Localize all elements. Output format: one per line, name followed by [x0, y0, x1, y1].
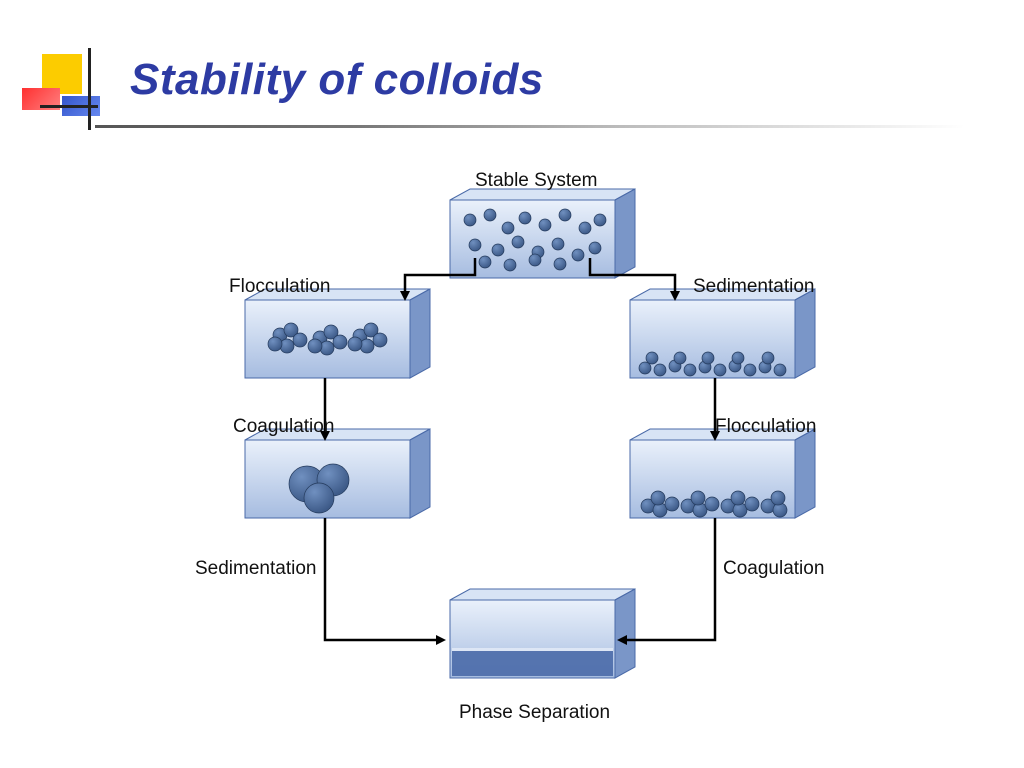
- label-phase-separation: Phase Separation: [459, 702, 610, 724]
- slide-title: Stability of colloids: [130, 55, 544, 105]
- diagram-svg: [175, 170, 895, 760]
- label-sedimentation-left: Sedimentation: [195, 558, 316, 580]
- label-coagulation-right: Coagulation: [723, 558, 824, 580]
- label-coagulation-left: Coagulation: [233, 416, 334, 438]
- label-flocculation-left: Flocculation: [229, 276, 330, 298]
- colloid-stability-diagram: Stable System Flocculation Coagulation S…: [175, 170, 895, 740]
- title-rule: [95, 125, 965, 128]
- label-flocculation-right: Flocculation: [715, 416, 816, 438]
- label-stable-system: Stable System: [475, 170, 598, 192]
- label-sedimentation-right: Sedimentation: [693, 276, 814, 298]
